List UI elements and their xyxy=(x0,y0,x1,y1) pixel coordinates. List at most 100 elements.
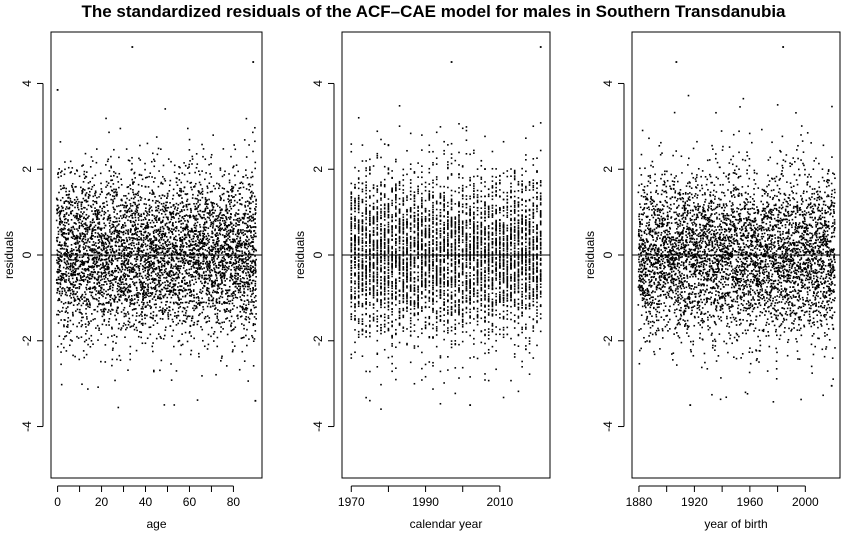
data-point xyxy=(80,271,83,274)
data-point xyxy=(58,221,61,223)
data-point xyxy=(234,281,237,283)
data-point xyxy=(109,225,111,227)
data-point xyxy=(118,252,121,255)
data-point xyxy=(100,275,102,277)
data-point xyxy=(78,283,81,285)
data-point xyxy=(245,304,247,307)
data-point xyxy=(72,292,75,295)
data-point xyxy=(120,328,122,331)
data-point xyxy=(57,345,59,348)
data-point xyxy=(67,302,70,305)
data-point xyxy=(99,302,102,305)
data-point xyxy=(106,302,109,304)
data-point xyxy=(193,215,196,218)
data-point xyxy=(213,246,216,249)
data-point xyxy=(211,248,213,251)
data-point xyxy=(122,248,125,251)
data-point xyxy=(102,202,104,205)
data-point xyxy=(242,218,245,220)
data-point xyxy=(138,321,140,324)
data-point xyxy=(252,250,255,253)
data-point xyxy=(160,301,163,304)
data-point xyxy=(145,255,147,257)
data-point xyxy=(160,266,163,268)
data-point xyxy=(165,236,168,238)
data-point xyxy=(218,232,221,235)
data-point xyxy=(216,217,219,220)
data-point xyxy=(188,249,191,251)
data-point xyxy=(111,326,113,329)
data-point xyxy=(196,221,199,224)
data-point xyxy=(72,304,75,306)
data-point xyxy=(124,209,126,212)
data-point xyxy=(221,260,224,262)
data-point xyxy=(128,289,131,292)
data-point xyxy=(251,299,253,301)
data-point xyxy=(184,228,187,231)
data-point xyxy=(219,217,222,219)
data-point xyxy=(146,337,149,340)
data-point xyxy=(84,252,87,255)
data-point xyxy=(178,237,181,240)
data-point xyxy=(145,292,147,295)
data-point xyxy=(193,252,196,255)
data-point xyxy=(116,231,118,233)
data-point xyxy=(232,187,234,190)
data-point xyxy=(232,292,234,294)
data-point xyxy=(255,249,258,252)
data-point xyxy=(253,316,256,318)
data-point xyxy=(73,298,76,300)
data-point xyxy=(247,282,250,285)
data-point xyxy=(103,245,106,248)
data-point xyxy=(63,244,66,247)
data-point xyxy=(165,201,167,204)
data-point xyxy=(85,312,87,315)
data-point xyxy=(135,263,138,265)
data-point xyxy=(65,187,67,190)
data-point xyxy=(177,217,180,220)
data-point xyxy=(173,345,175,348)
data-point xyxy=(198,355,200,358)
data-point xyxy=(249,224,251,227)
data-point xyxy=(155,237,157,239)
data-point xyxy=(166,240,169,242)
data-point xyxy=(105,262,108,265)
data-point xyxy=(153,257,156,260)
data-point xyxy=(184,226,187,229)
data-point xyxy=(74,172,76,175)
data-point xyxy=(126,299,128,301)
data-point xyxy=(246,268,248,271)
data-point xyxy=(121,260,123,262)
data-point xyxy=(104,308,107,311)
data-point xyxy=(242,176,245,178)
data-point xyxy=(76,335,78,338)
data-point xyxy=(202,230,205,232)
data-point xyxy=(181,242,184,245)
data-point xyxy=(203,267,205,269)
data-point xyxy=(152,181,155,183)
data-point xyxy=(245,272,247,274)
data-point xyxy=(245,256,247,259)
data-point xyxy=(245,315,247,318)
data-point xyxy=(124,289,126,292)
data-point xyxy=(83,248,85,251)
data-point xyxy=(173,217,175,219)
data-point xyxy=(167,158,170,160)
data-point xyxy=(81,259,83,262)
data-point xyxy=(237,274,239,276)
data-point xyxy=(58,215,61,217)
data-point xyxy=(110,304,112,307)
data-point xyxy=(67,219,69,221)
data-point xyxy=(140,250,142,252)
data-point xyxy=(97,242,100,244)
data-point xyxy=(157,279,160,282)
data-point xyxy=(205,238,208,241)
data-point xyxy=(158,283,160,285)
data-point xyxy=(217,248,219,250)
y-tick-label: 2 xyxy=(20,166,34,173)
data-point xyxy=(178,257,180,260)
data-point xyxy=(181,197,183,199)
data-point xyxy=(176,209,178,211)
data-point xyxy=(135,293,138,296)
data-point xyxy=(55,219,58,222)
